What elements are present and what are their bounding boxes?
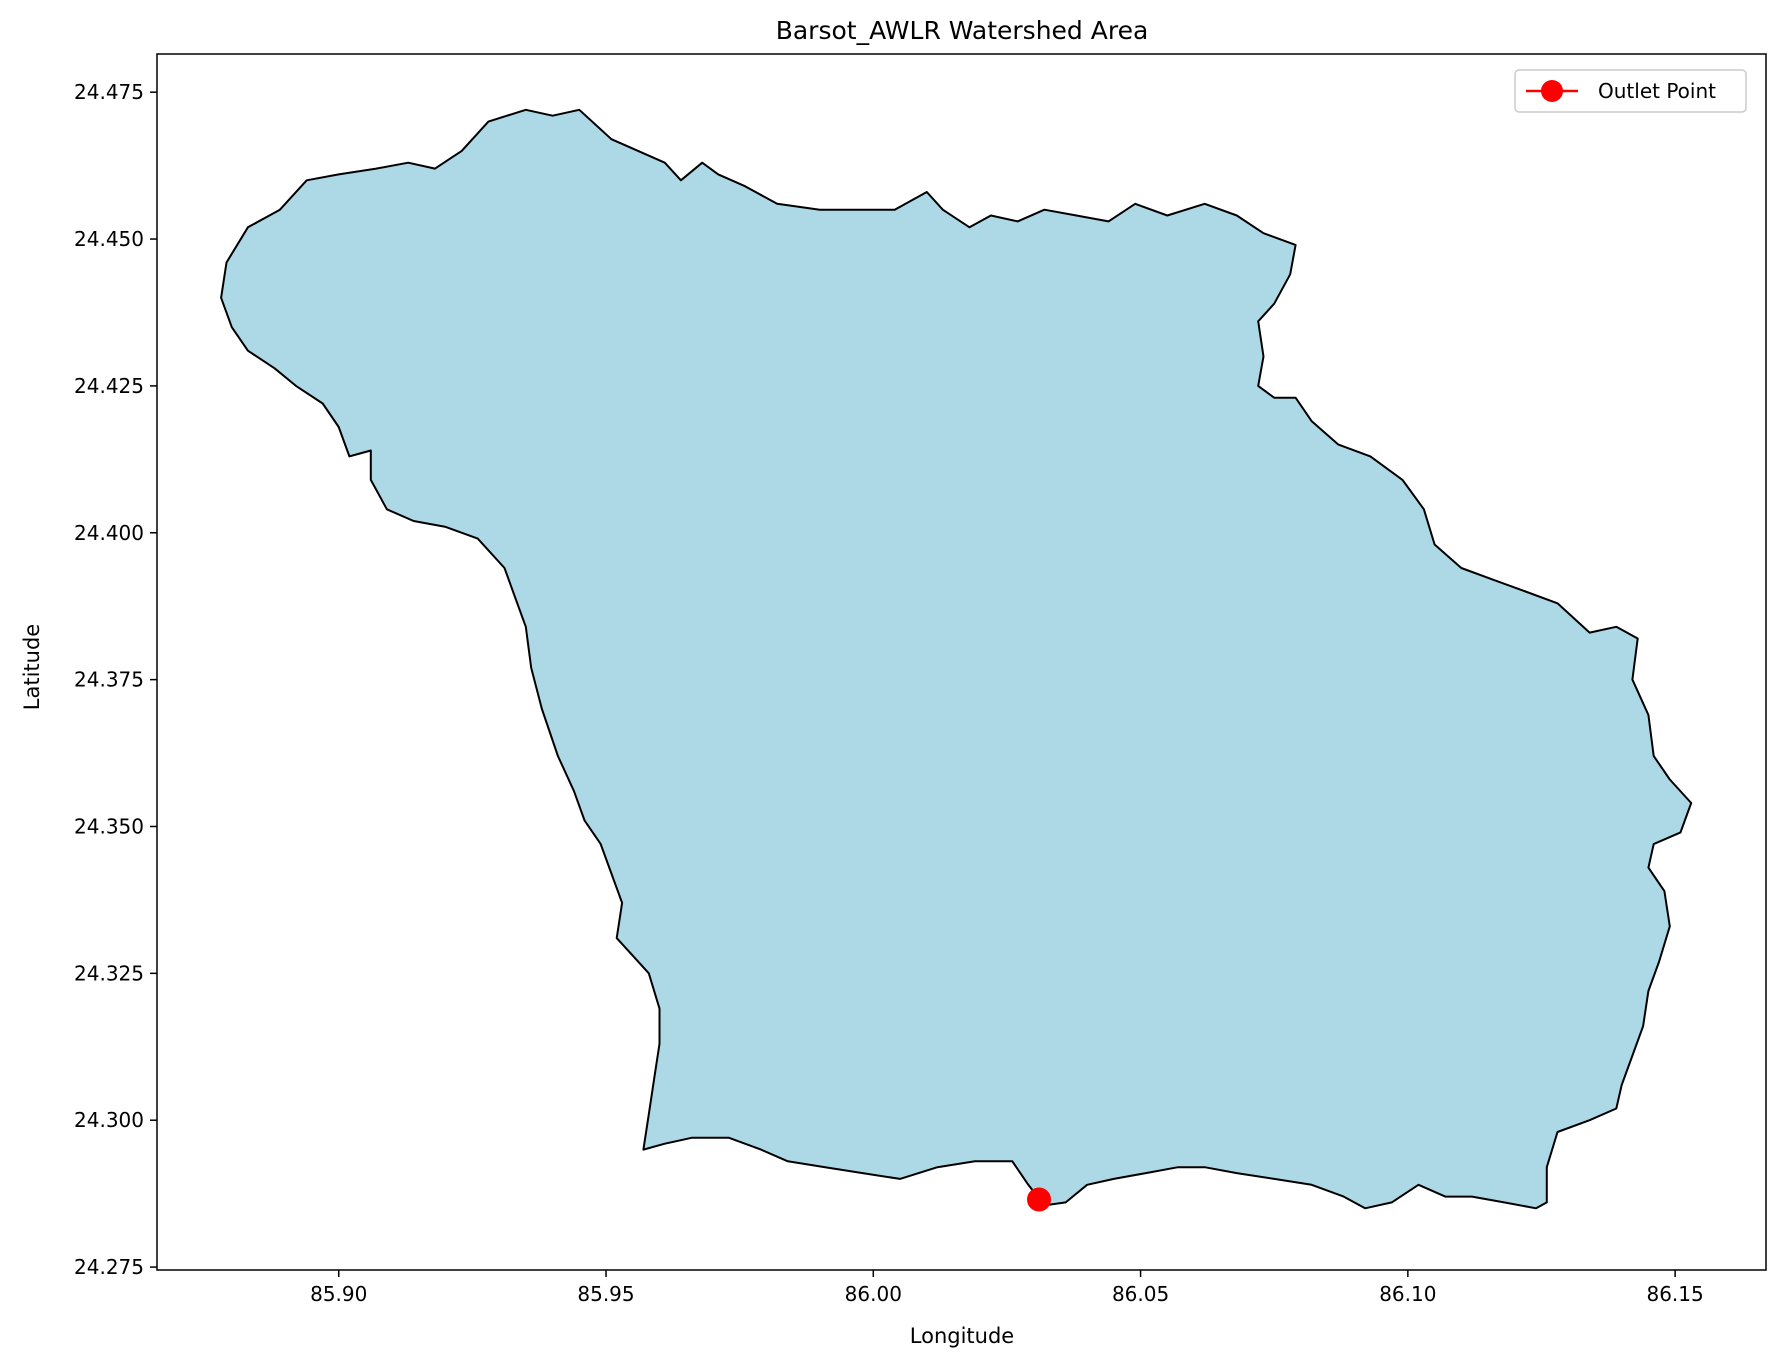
x-tick-label: 86.05 [1112,1282,1169,1306]
x-tick-label: 86.10 [1379,1282,1436,1306]
y-tick-label: 24.325 [74,961,144,985]
y-tick-label: 24.275 [74,1255,144,1279]
x-tick-label: 86.15 [1646,1282,1703,1306]
y-tick-label: 24.425 [74,374,144,398]
legend-label: Outlet Point [1598,79,1716,103]
y-tick-label: 24.300 [74,1108,144,1132]
chart-title: Barsot_AWLR Watershed Area [776,16,1149,45]
y-tick-label: 24.375 [74,668,144,692]
watershed-polygon [220,108,1693,1210]
x-tick-label: 86.00 [845,1282,902,1306]
y-axis-title: Latitude [20,624,44,710]
x-axis-title: Longitude [910,1324,1014,1348]
outlet-point-marker [1027,1187,1052,1212]
legend-box [1514,69,1747,113]
x-axis-ticks: 85.90 85.95 86.00 86.05 86.10 86.15 [310,1270,1704,1306]
legend: Outlet Point [1514,69,1747,113]
y-tick-label: 24.475 [74,80,144,104]
y-tick-label: 24.400 [74,521,144,545]
x-tick-label: 85.90 [310,1282,367,1306]
plot-area [156,53,1767,1271]
x-tick-label: 85.95 [577,1282,634,1306]
y-tick-label: 24.450 [74,227,144,251]
y-tick-label: 24.350 [74,814,144,838]
axes-frame [156,53,1767,1271]
legend-marker [1541,80,1563,102]
y-axis-ticks: 24.275 24.300 24.325 24.350 24.375 24.400 24.4… [74,80,157,1279]
